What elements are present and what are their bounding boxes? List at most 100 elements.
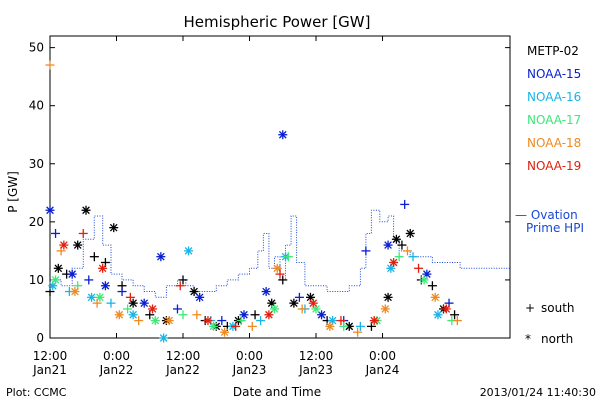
point-noaa-17-south xyxy=(283,252,293,262)
point-noaa-19-south xyxy=(231,321,241,331)
point-noaa-18-south xyxy=(402,246,412,256)
x-tick-sublabel: Jan23 xyxy=(298,363,333,377)
point-noaa-19-south xyxy=(336,316,346,326)
point-noaa-15-north xyxy=(383,240,393,250)
marker-key: + south * north xyxy=(525,301,575,346)
point-noaa-19-north xyxy=(264,310,274,320)
x-axis-label: Date and Time xyxy=(233,385,321,399)
ovation-label-line2: Prime HPI xyxy=(526,221,584,235)
point-noaa-15-north xyxy=(67,269,77,279)
south-marker-symbol: + xyxy=(525,301,535,315)
point-metp-02-north xyxy=(189,287,199,297)
point-metp-02-south xyxy=(89,252,99,262)
ovation-hpi-line xyxy=(50,209,510,298)
point-noaa-18-north xyxy=(430,292,440,302)
point-noaa-19-north xyxy=(308,298,318,308)
x-tick-label: 12:00 xyxy=(166,349,201,363)
point-noaa-17-north xyxy=(51,275,61,285)
north-marker-label: north xyxy=(541,332,573,346)
point-noaa-15-south xyxy=(84,275,94,285)
point-noaa-15-south xyxy=(217,316,227,326)
point-noaa-19-south xyxy=(275,269,285,279)
point-noaa-15-north xyxy=(100,281,110,291)
point-noaa-19-north xyxy=(389,258,399,267)
point-noaa-16-north xyxy=(184,246,194,256)
point-metp-02-north xyxy=(289,298,299,308)
point-noaa-15-north xyxy=(261,287,271,297)
point-metp-02-south xyxy=(278,275,288,285)
point-noaa-15-south xyxy=(400,199,410,209)
point-noaa-19-north xyxy=(203,316,213,326)
point-noaa-16-south xyxy=(106,298,116,308)
point-noaa-16-south xyxy=(355,321,365,331)
chart-title: Hemispheric Power [GW] xyxy=(184,13,371,31)
point-noaa-18-north xyxy=(70,287,80,297)
y-tick-label: 40 xyxy=(29,99,44,113)
y-tick-label: 0 xyxy=(36,331,44,345)
point-noaa-15-north xyxy=(317,310,327,320)
data-points xyxy=(45,60,462,343)
x-tick-label: 12:00 xyxy=(33,349,68,363)
point-noaa-19-north xyxy=(148,304,158,314)
legend-entry-noaa-16: NOAA-16 xyxy=(527,90,581,104)
point-metp-02-north xyxy=(109,223,119,233)
south-marker-label: south xyxy=(541,301,575,315)
ovation-label-line1: — Ovation xyxy=(515,208,578,222)
point-noaa-18-south xyxy=(92,298,102,308)
point-noaa-15-north xyxy=(195,292,205,302)
point-noaa-18-south xyxy=(247,321,257,331)
point-noaa-15-north xyxy=(278,130,288,140)
point-metp-02-north xyxy=(383,292,393,302)
point-noaa-17-north xyxy=(95,292,105,302)
point-noaa-17-north xyxy=(419,275,429,285)
point-noaa-17-north xyxy=(150,316,160,326)
y-axis-ticks: 0 10 20 30 40 50 xyxy=(29,41,510,345)
x-axis-ticks: 12:00Jan210:00Jan2212:00Jan220:00Jan2312… xyxy=(32,36,399,377)
point-noaa-17-north xyxy=(208,321,218,331)
point-noaa-17-north xyxy=(269,304,279,314)
legend-entry-noaa-17: NOAA-17 xyxy=(527,113,581,127)
north-marker-symbol: * xyxy=(525,332,531,346)
x-tick-sublabel: Jan22 xyxy=(165,363,200,377)
y-axis-label: P [GW] xyxy=(6,171,20,213)
point-noaa-18-south xyxy=(297,304,307,314)
point-noaa-15-north xyxy=(156,252,166,262)
point-noaa-15-north xyxy=(139,298,149,308)
point-noaa-16-north xyxy=(433,310,443,320)
point-noaa-15-north xyxy=(239,310,249,320)
point-noaa-19-south xyxy=(175,281,185,291)
point-metp-02-north xyxy=(81,205,91,215)
point-noaa-16-north xyxy=(128,310,138,320)
point-noaa-17-south xyxy=(178,310,188,320)
point-noaa-18-south xyxy=(353,327,363,337)
point-noaa-18-north xyxy=(220,327,230,337)
point-noaa-19-north xyxy=(441,304,451,314)
point-noaa-15-south xyxy=(172,304,182,314)
y-tick-label: 10 xyxy=(29,273,44,287)
point-noaa-16-north xyxy=(159,333,169,343)
point-noaa-15-north xyxy=(45,205,55,215)
point-noaa-19-south xyxy=(125,292,135,302)
point-noaa-18-north xyxy=(114,310,124,320)
point-metp-02-south xyxy=(450,310,460,320)
point-noaa-15-south xyxy=(51,228,61,238)
point-noaa-19-south xyxy=(78,228,88,238)
point-noaa-18-north xyxy=(164,316,174,326)
y-tick-label: 50 xyxy=(29,41,44,55)
point-noaa-16-south xyxy=(256,316,266,326)
x-tick-label: 0:00 xyxy=(236,349,263,363)
point-noaa-18-north xyxy=(325,321,335,331)
x-tick-label: 0:00 xyxy=(369,349,396,363)
x-tick-sublabel: Jan23 xyxy=(232,363,267,377)
legend-entry-noaa-15: NOAA-15 xyxy=(527,67,581,81)
point-noaa-16-south xyxy=(408,252,418,262)
point-metp-02-north xyxy=(73,240,83,250)
y-tick-label: 20 xyxy=(29,215,44,229)
point-metp-02-north xyxy=(405,228,415,238)
point-noaa-17-south xyxy=(394,252,404,262)
point-noaa-19-north xyxy=(369,316,379,326)
point-noaa-18-south xyxy=(134,316,144,326)
point-noaa-19-north xyxy=(98,263,108,273)
plot-timestamp: 2013/01/24 11:40:30 xyxy=(480,386,596,399)
